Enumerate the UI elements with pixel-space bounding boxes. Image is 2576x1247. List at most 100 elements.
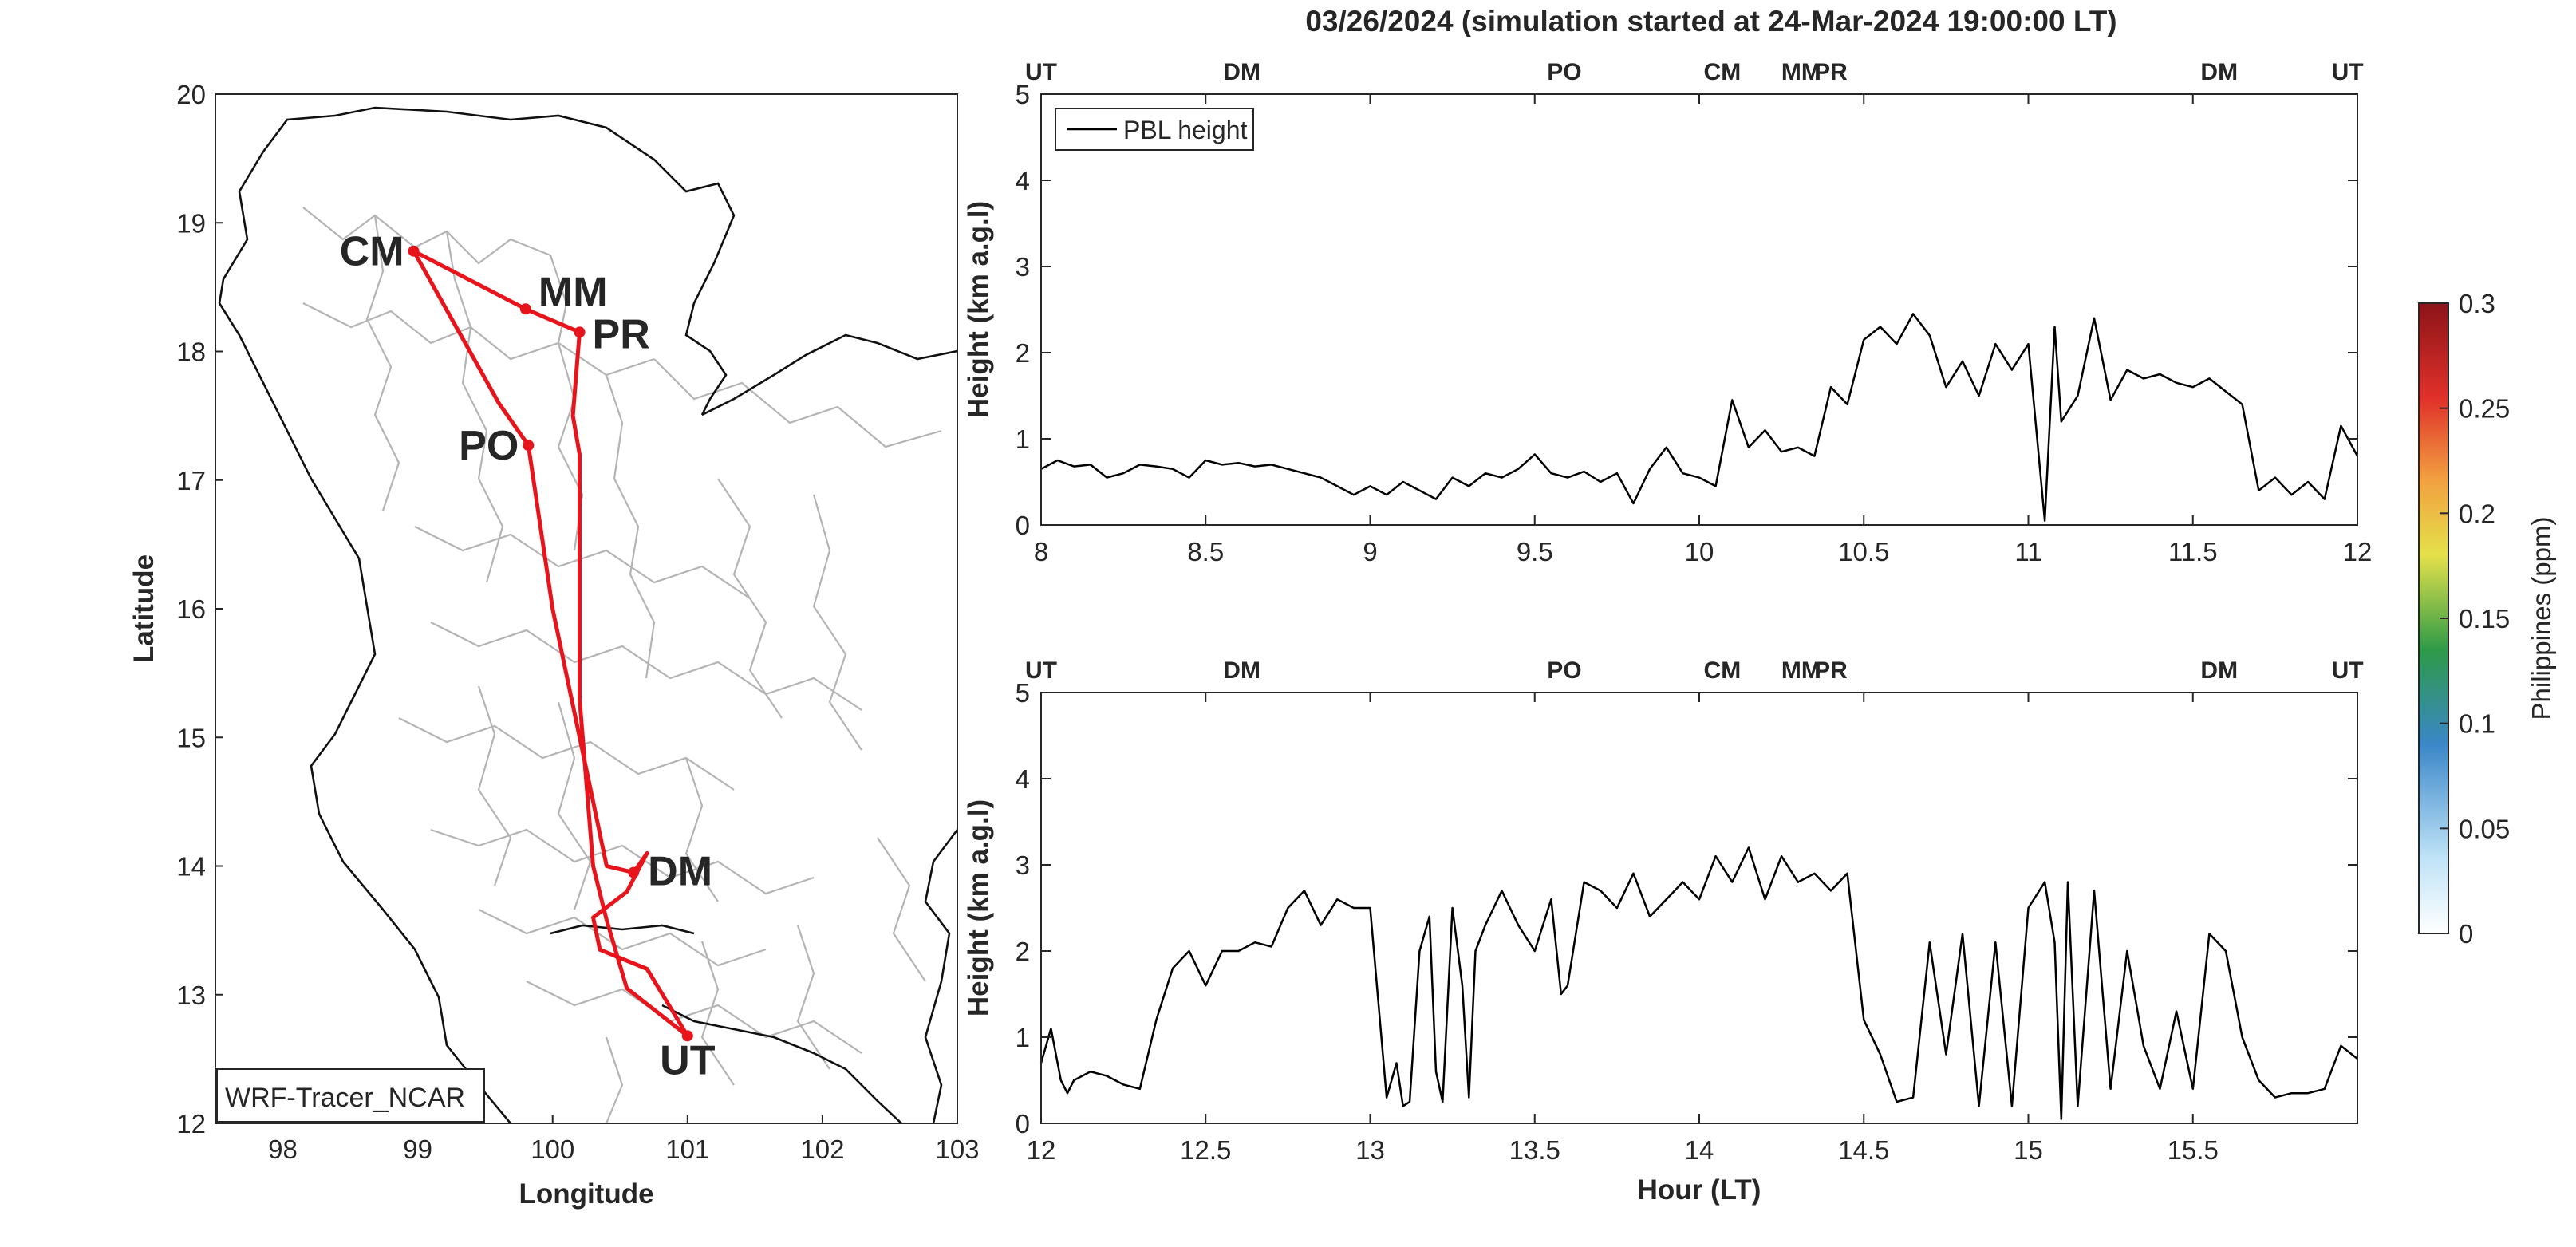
colorbar-tick-label: 0.2 [2459,499,2495,528]
y-tick-label: 2 [1016,338,1030,368]
x-tick-label: 100 [531,1135,574,1164]
site-marker-mm: MM [1781,59,1821,85]
y-tick-label: 20 [176,80,206,109]
y-tick-label: 1 [1016,1023,1030,1052]
y-tick-label: 18 [176,337,206,367]
y-tick-label: 4 [1016,166,1030,195]
site-marker-dm: DM [2200,59,2238,85]
circle-dot-icon [628,866,640,878]
colorbar-ticks: 0 0.05 0.1 0.15 0.2 0.25 0.3 [2440,289,2510,949]
y-tick-label: 3 [1016,252,1030,282]
model-label-box: WRF-Tracer_NCAR [216,1068,485,1123]
site-label-mm: MM [538,269,608,315]
x-tick-label: 99 [403,1135,432,1164]
x-tick-label: 13.5 [1509,1135,1560,1165]
x-tick-label: 15.5 [2168,1135,2219,1165]
x-axis-label-bottom: Hour (LT) [1638,1174,1761,1206]
circle-dot-icon [574,326,586,338]
y-tick-label: 19 [176,208,206,238]
x-tick-label: 8.5 [1187,537,1224,566]
colorbar: 0 0.05 0.1 0.15 0.2 0.25 0.3 Philippines (ppm) [2418,289,2556,949]
pbl-line [1040,313,2359,522]
x-tick-label: 9 [1363,537,1377,566]
x-tick-label: 10 [1685,537,1714,566]
legend: PBL height [1055,108,1254,151]
site-label-cm: CM [340,229,404,275]
route-path [412,249,689,1038]
site-label-dm: DM [648,849,712,895]
x-tick-label: 98 [268,1135,298,1164]
y-tick-label: 16 [176,594,206,624]
circle-dot-icon [408,245,420,257]
y-tick-label: 0 [1016,1109,1030,1138]
model-label: WRF-Tracer_NCAR [225,1083,465,1113]
site-marker-cm: CM [1704,657,1742,684]
x-tick-label: 12 [1027,1135,1056,1165]
y-tick-label: 17 [176,466,206,495]
map-panel: 98 99 100 101 102 103 12 13 14 15 16 17 18 19 20 CM MMP… [128,80,980,1210]
site-marker-pr: PR [1814,59,1848,85]
y-tick-label: 5 [1016,678,1030,708]
x-tick-label: 8 [1034,537,1048,566]
colorbar-label: Philippines (ppm) [2527,517,2556,720]
plot-area-bottom [1041,693,2357,1123]
site-marker-ut: UT [1025,657,1057,684]
y-tick-label: 1 [1016,424,1030,454]
pbl-series-bottom [1039,846,2358,1120]
colorbar-tick-label: 0.1 [2459,709,2495,739]
site-marker-po: PO [1547,657,1581,684]
site-marker-dm: DM [1223,657,1260,684]
x-tick-label: 11.5 [2168,537,2218,566]
plot-area-top [1041,94,2357,525]
province-boundaries [302,207,942,1123]
y-tick-label: 3 [1016,850,1030,880]
y-tick-label: 0 [1016,511,1030,540]
figure-title: 03/26/2024 (simulation started at 24-Mar… [1305,5,2116,37]
y-tick-label: 2 [1016,937,1030,966]
x-tick-label: 12.5 [1180,1135,1231,1165]
map-y-axis-label: Latitude [128,554,160,663]
x-tick-label: 9.5 [1517,537,1553,566]
colorbar-tick-label: 0.05 [2459,814,2510,843]
x-tick-label: 11 [2014,537,2041,566]
y-tick-label: 15 [176,723,206,752]
y-axis-label-top: Height (km a.g.l) [963,201,994,418]
x-tick-label: 13 [1355,1135,1385,1165]
x-tick-label: 10.5 [1838,537,1889,566]
site-label-pr: PR [593,311,650,357]
y-tick-label: 13 [176,981,206,1010]
site-marker-dm: DM [2200,657,2238,684]
circle-dot-icon [681,1030,693,1042]
site-marker-pr: PR [1814,657,1848,684]
colorbar-tick-label: 0 [2459,919,2473,949]
x-tick-label: 101 [665,1135,709,1164]
x-tick-label: 14 [1685,1135,1714,1165]
route-line [412,249,689,1038]
pbl-line [1039,846,2358,1120]
y-tick-label: 14 [176,852,206,882]
country-border [218,106,957,1123]
map-axes [215,93,958,1124]
x-tick-label: 103 [935,1135,979,1164]
x-tick-label: 102 [800,1135,844,1164]
x-tick-label: 15 [2014,1135,2043,1165]
legend-label: PBL height [1123,116,1247,144]
colorbar-tick-label: 0.3 [2459,289,2495,318]
circle-dot-icon [519,303,531,315]
site-marker-ut: UT [2332,657,2364,684]
site-label-ut: UT [660,1037,716,1083]
y-tick-label: 12 [176,1109,206,1138]
site-marker-ut: UT [2332,59,2364,85]
colorbar-tick-label: 0.25 [2459,394,2510,424]
site-marker-ut: UT [1025,59,1057,85]
y-tick-label: 5 [1016,80,1030,109]
colorbar-tick-label: 0.15 [2459,604,2510,633]
site-marker-mm: MM [1781,657,1821,684]
x-tick-label: 12 [2343,537,2373,566]
